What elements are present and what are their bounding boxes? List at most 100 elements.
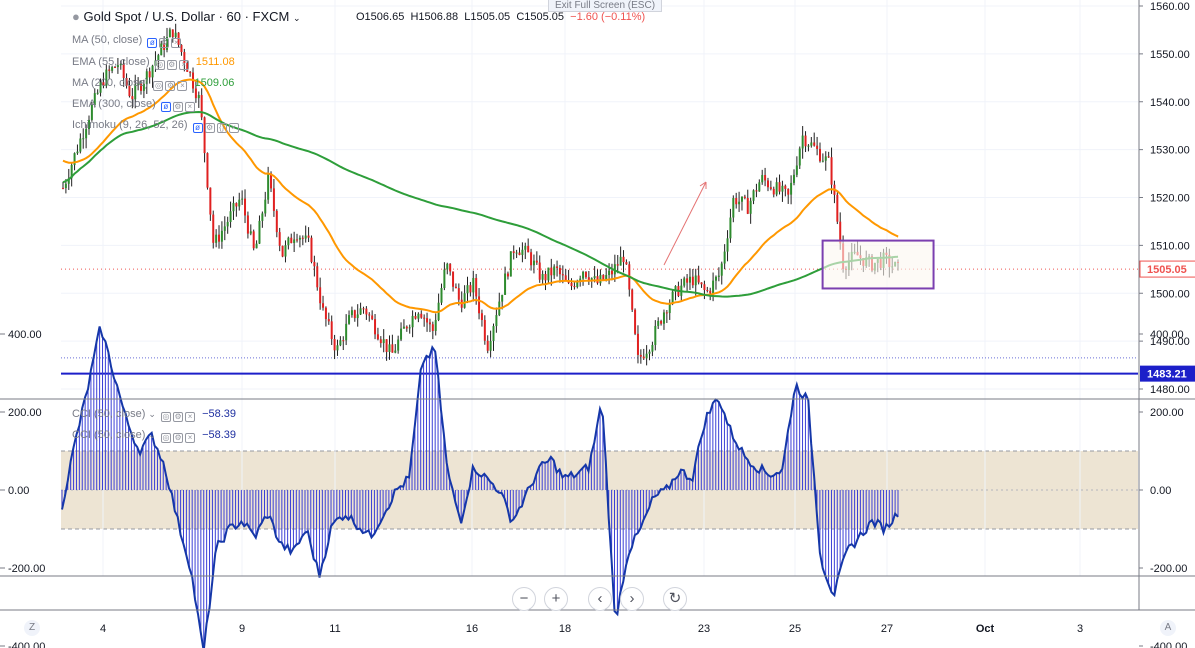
- candle-body: [475, 277, 478, 297]
- close-icon[interactable]: ×: [185, 433, 196, 443]
- settings-icon[interactable]: ⚙: [172, 102, 183, 112]
- candle-body: [579, 278, 582, 282]
- settings-icon[interactable]: ⚙: [159, 38, 170, 48]
- candle-body: [359, 308, 362, 315]
- scroll-left-button[interactable]: ‹: [588, 587, 612, 611]
- legend-cci-1[interactable]: CCI (50, close) ⌄ ◎ ⚙ × −58.39: [72, 408, 236, 422]
- candle-body: [76, 151, 79, 154]
- source-icon[interactable]: {}: [216, 123, 227, 133]
- candle-body: [790, 182, 793, 195]
- candle-body: [518, 252, 521, 255]
- visibility-icon[interactable]: ◎: [161, 433, 172, 443]
- candle-body: [287, 237, 290, 246]
- close-icon[interactable]: ×: [184, 102, 195, 112]
- corner-z-button[interactable]: Z: [24, 620, 40, 636]
- candle-body: [301, 237, 304, 239]
- candle-body: [584, 271, 587, 278]
- close-icon[interactable]: ×: [171, 38, 182, 48]
- settings-icon[interactable]: ⚙: [173, 433, 184, 443]
- settings-icon[interactable]: ⚙: [165, 81, 176, 91]
- symbol-title[interactable]: ● Gold Spot / U.S. Dollar · 60 · FXCM ⌄: [72, 9, 301, 24]
- candle-body: [313, 261, 316, 267]
- candle-body: [307, 235, 310, 238]
- support-label: 1483.21: [1147, 369, 1187, 381]
- candle-body: [148, 71, 151, 78]
- candle-body: [362, 308, 365, 310]
- candle-body: [368, 314, 371, 316]
- visibility-icon[interactable]: ø: [147, 38, 158, 48]
- eye-icon[interactable]: ●: [72, 9, 80, 24]
- candle-body: [194, 88, 197, 99]
- candle-body: [431, 324, 434, 331]
- candle-body: [402, 326, 405, 329]
- zoom-out-button[interactable]: −: [512, 587, 536, 611]
- legend-ichimoku[interactable]: Ichimoku (9, 26, 52, 26) ø ⚙{} ×: [72, 119, 239, 133]
- visibility-icon[interactable]: ◎: [154, 60, 165, 70]
- indicator-label: MA (50, close): [72, 34, 143, 46]
- candle-body: [642, 356, 645, 359]
- scroll-right-button[interactable]: ›: [620, 587, 644, 611]
- candle-body: [270, 173, 273, 189]
- candle-body: [495, 315, 498, 327]
- legend-ema300[interactable]: EMA (300, close) ø ⚙ ×: [72, 98, 195, 112]
- candle-body: [275, 210, 278, 233]
- candle-body: [116, 65, 119, 68]
- candle-body: [792, 174, 795, 183]
- chevron-down-icon[interactable]: ⌄: [293, 13, 301, 23]
- price-tick-label: 1510.00: [1150, 240, 1190, 252]
- cci-tick-label-right: 200.00: [1150, 407, 1184, 419]
- candle-body: [365, 308, 368, 315]
- candle-body: [457, 288, 460, 300]
- corner-a-button[interactable]: A: [1160, 620, 1176, 636]
- candle-body: [576, 281, 579, 287]
- candle-body: [67, 178, 70, 184]
- ohlc-values: O1506.65 H1506.88 L1505.05 C1505.05 −1.6…: [356, 11, 645, 23]
- close-icon[interactable]: ×: [228, 123, 239, 133]
- candle-body: [423, 317, 426, 319]
- candle-body: [336, 345, 339, 351]
- chevron-down-icon[interactable]: ⌄: [148, 430, 156, 440]
- candle-body: [85, 129, 88, 139]
- visibility-icon[interactable]: ◎: [161, 412, 172, 422]
- candle-body: [342, 340, 345, 342]
- exit-fullscreen-hint[interactable]: Exit Full Screen (ESC): [548, 0, 663, 12]
- ema55-line: [62, 78, 899, 314]
- candle-body: [134, 84, 137, 100]
- candle-body: [599, 274, 602, 284]
- cci-band: [61, 450, 1138, 530]
- cci-tick-label-right: -200.00: [1150, 563, 1187, 575]
- candle-body: [709, 290, 712, 294]
- visibility-icon[interactable]: ø: [160, 102, 171, 112]
- candle-body: [706, 289, 709, 291]
- chevron-down-icon[interactable]: ⌄: [148, 409, 156, 419]
- reset-chart-button[interactable]: ↻: [663, 587, 687, 611]
- settings-icon[interactable]: ⚙: [204, 123, 215, 133]
- close-icon[interactable]: ×: [178, 60, 189, 70]
- candle-body: [512, 251, 515, 254]
- candle-body: [634, 309, 637, 334]
- legend-ma50[interactable]: MA (50, close) ø ⚙ ×: [72, 34, 182, 48]
- legend-ma200[interactable]: MA (200, close) ◎ ⚙ × 1509.06: [72, 77, 234, 91]
- settings-icon[interactable]: ⚙: [173, 412, 184, 422]
- candle-body: [261, 213, 264, 221]
- candle-body: [622, 256, 625, 263]
- close-icon[interactable]: ×: [185, 412, 196, 422]
- settings-icon[interactable]: ⚙: [166, 60, 177, 70]
- legend-ema55[interactable]: EMA (55, close) ◎ ⚙ × 1511.08: [72, 56, 235, 70]
- candle-body: [688, 276, 691, 283]
- candle-body: [272, 188, 275, 211]
- price-tick-label: 1540.00: [1150, 97, 1190, 109]
- zoom-in-button[interactable]: +: [544, 587, 568, 611]
- range-box: [821, 239, 935, 290]
- time-label: 18: [559, 623, 571, 635]
- close-icon[interactable]: ×: [177, 81, 188, 91]
- candle-body: [636, 333, 639, 355]
- candle-body: [125, 78, 128, 86]
- visibility-icon[interactable]: ø: [192, 123, 203, 133]
- indicator-label: CCI (50, close): [72, 408, 146, 420]
- candle-body: [772, 188, 775, 195]
- visibility-icon[interactable]: ◎: [153, 81, 164, 91]
- legend-cci-2[interactable]: CCI (50, close) ⌄ ◎ ⚙ × −58.39: [72, 429, 236, 443]
- candle-body: [90, 104, 93, 120]
